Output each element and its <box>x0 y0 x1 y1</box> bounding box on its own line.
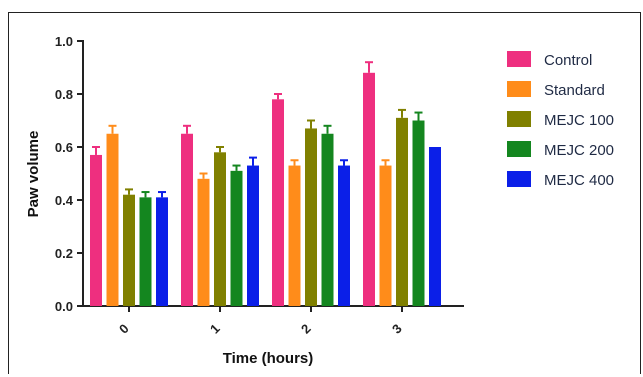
y-tick-label: 0.0 <box>55 299 73 314</box>
bar <box>197 178 210 306</box>
x-tick-label: 3 <box>389 321 405 337</box>
y-tick-label: 0.8 <box>55 87 73 102</box>
bar <box>247 165 259 306</box>
y-tick-label: 0.4 <box>55 193 74 208</box>
bar <box>429 147 441 306</box>
bar <box>338 165 350 306</box>
legend-swatch <box>507 141 531 157</box>
bar <box>214 152 226 306</box>
x-axis-title: Time (hours) <box>223 350 314 367</box>
bar <box>181 133 193 306</box>
y-tick-label: 0.6 <box>55 140 73 155</box>
legend-label: MEJC 100 <box>544 112 614 129</box>
bar <box>156 197 168 306</box>
bar <box>123 194 135 306</box>
legend-swatch <box>507 51 531 67</box>
x-tick-label: 1 <box>207 321 223 337</box>
bar <box>396 117 408 306</box>
x-tick-label: 0 <box>116 321 132 337</box>
y-tick-label: 1.0 <box>55 34 73 49</box>
legend-label: MEJC 200 <box>544 142 614 159</box>
legend-label: MEJC 400 <box>544 172 614 189</box>
legend-swatch <box>507 171 531 187</box>
bar <box>139 197 152 306</box>
bar <box>321 133 334 306</box>
bar <box>90 154 102 306</box>
bar <box>230 170 243 306</box>
bar <box>106 133 119 306</box>
legend-swatch <box>507 81 531 97</box>
bar <box>305 128 317 306</box>
legend-label: Control <box>544 52 592 69</box>
y-axis-title: Paw volume <box>25 131 42 218</box>
bar <box>363 72 375 306</box>
y-tick-label: 0.2 <box>55 246 73 261</box>
bar <box>412 120 425 306</box>
bar <box>379 165 392 306</box>
x-tick-label: 2 <box>298 321 314 337</box>
figure-frame <box>8 12 641 374</box>
legend-label: Standard <box>544 82 605 99</box>
legend-swatch <box>507 111 531 127</box>
bar <box>272 99 284 306</box>
bar <box>288 165 301 306</box>
